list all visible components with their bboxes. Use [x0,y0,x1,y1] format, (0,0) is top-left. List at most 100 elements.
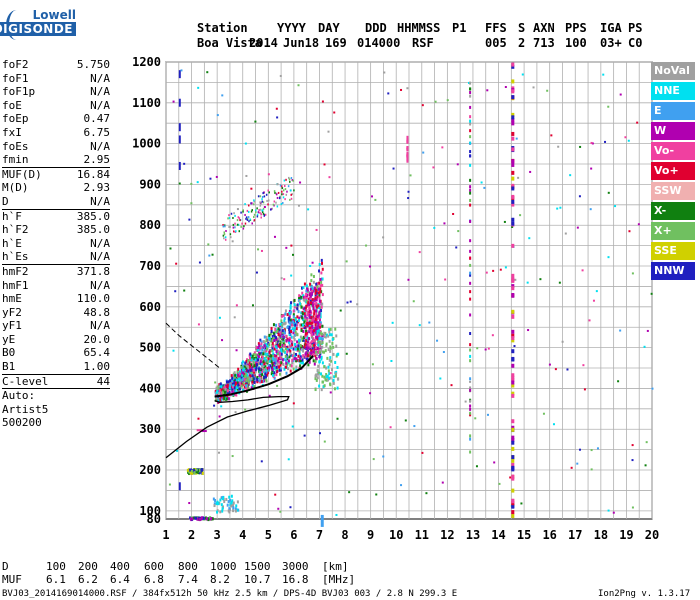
echo-point [223,390,226,394]
echo-point [223,231,225,234]
echo-point [268,350,271,354]
param-row: h`E N/A [2,237,110,251]
echo-point [250,358,253,362]
echo-point [289,352,292,356]
echo-point [304,332,307,336]
echo-point [256,360,259,364]
echo-point [246,384,249,388]
echo-point [287,458,290,461]
echo-point [328,339,331,343]
echo-point [233,212,235,215]
echo-point [309,355,312,359]
echo-point [303,345,306,349]
echo-point [239,219,241,222]
echo-point [172,349,175,352]
echo-point [238,230,241,233]
echo-point [299,347,302,351]
echo-point [262,356,265,360]
param-value: N/A [90,194,110,208]
echo-point [265,361,268,365]
echo-point [469,413,472,417]
echo-point [305,339,308,343]
echo-point [281,193,283,196]
echo-point [308,337,311,341]
echo-point [305,309,308,313]
echo-point [444,278,447,281]
echo-point [214,381,217,384]
echo-point [224,236,227,239]
echo-point [469,450,472,454]
echo-point [237,383,240,387]
echo-point [221,497,224,501]
echo-point [442,351,445,354]
echo-point [529,170,532,173]
echo-point [248,368,251,372]
echo-point [285,178,287,181]
echo-point [602,73,605,76]
echo-point [273,335,276,339]
echo-point [247,369,250,373]
echo-point [251,384,254,388]
echo-point [267,341,270,345]
echo-point [286,348,289,352]
echo-point [265,349,268,353]
echo-point [293,189,295,192]
echo-point [324,335,327,339]
echo-point [262,340,265,344]
echo-point [375,493,378,496]
echo-point [439,377,442,380]
echo-point [313,302,316,306]
param-value: N/A [90,85,110,99]
echo-point [272,323,275,327]
echo-point [262,352,265,356]
echo-point [251,209,254,212]
echo-point [317,329,320,333]
echo-point [318,371,321,374]
echo-point [275,356,278,360]
echo-point [247,379,250,383]
echo-point [389,426,392,429]
echo-point [214,498,217,502]
param-value: 385.0 [76,223,110,237]
echo-point [511,503,515,508]
echo-point [309,296,312,300]
echo-point [590,449,593,452]
echo-point [178,123,181,132]
echo-point [291,358,294,362]
echo-point [312,315,315,319]
echo-point [288,325,291,329]
echo-point [302,339,305,342]
echo-point [261,346,264,350]
echo-point [309,331,312,335]
header-row1-cell: YYYY [277,21,306,35]
echo-point [253,199,255,202]
y-tick-label: 80 [147,512,161,526]
echo-point [280,352,283,356]
echo-point [219,395,222,399]
echo-point [281,187,284,190]
echo-point [247,216,250,219]
echo-point [217,399,220,403]
echo-point [245,216,248,219]
echo-point [313,316,316,320]
echo-point [262,207,265,210]
echo-point [245,386,248,390]
echo-point [230,385,233,389]
param-value: N/A [90,319,110,333]
echo-point [469,354,472,358]
echo-point [302,294,305,298]
echo-point [278,360,281,364]
header-row2-cell: 014000 [357,36,401,50]
echo-point [511,186,515,191]
echo-point [317,321,320,325]
echo-point [313,298,316,302]
echo-point [298,340,301,344]
echo-point [266,372,269,376]
echo-point [193,471,196,475]
echo-point [198,261,201,264]
echo-point [314,328,317,332]
echo-point [546,89,549,92]
echo-point [284,347,287,351]
x-tick-label: 1 [162,528,169,542]
param-separator [2,166,110,168]
